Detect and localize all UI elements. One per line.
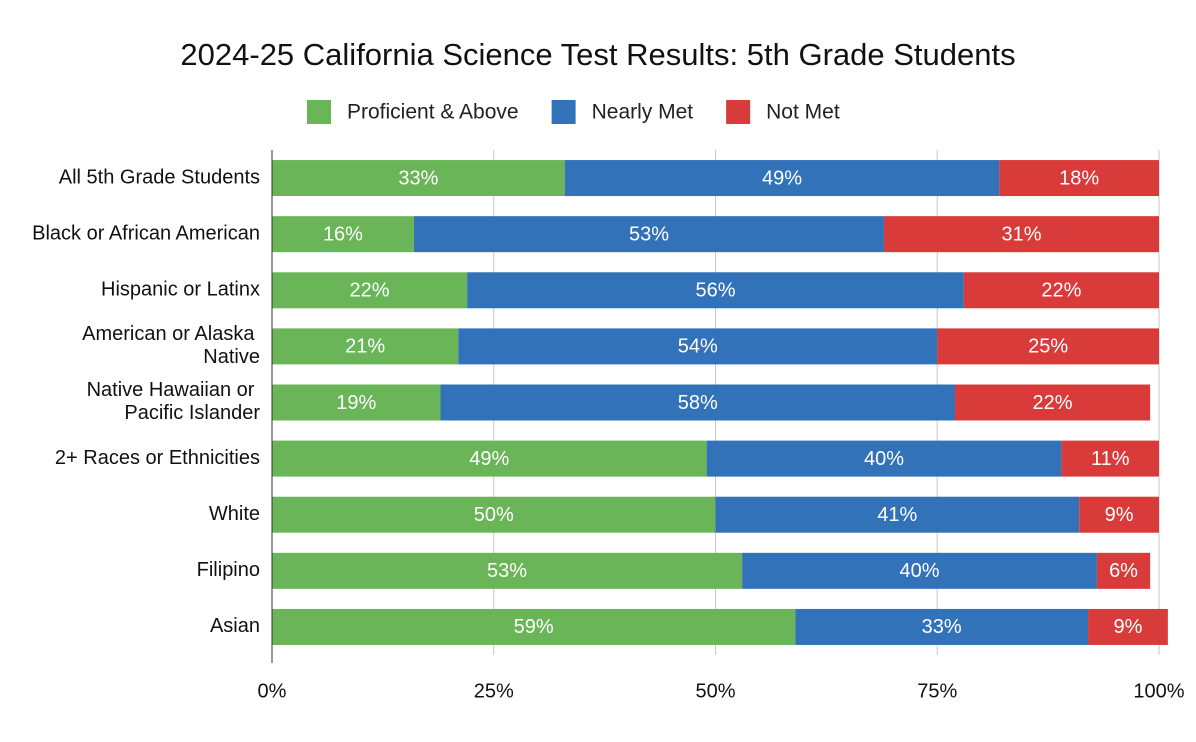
data-label: 50% [474,504,514,526]
legend-swatch [551,100,576,124]
bar-segment [1061,440,1159,477]
data-label: 58% [678,392,718,414]
data-label: 41% [877,504,917,526]
x-tick-label: 75% [917,680,957,702]
data-label: 19% [336,392,376,414]
legend-swatch [307,100,331,124]
y-tick-label-line: Pacific Islander [124,402,260,424]
bar-segment [440,384,955,421]
data-label: 56% [695,280,735,302]
bar-segment [963,272,1159,309]
bar-segment [1079,496,1159,533]
legend-label: Not Met [766,101,840,124]
data-label: 22% [350,280,390,302]
data-label: 9% [1114,616,1143,638]
data-label: 53% [629,223,669,245]
legend-swatch [726,100,751,124]
bar-segment [999,160,1159,197]
x-tick-label: 50% [695,680,735,702]
x-tick-label: 100% [1133,680,1184,702]
legend-label: Proficient & Above [347,101,519,124]
data-label: 11% [1091,448,1130,470]
y-tick-label: Filipino [197,559,260,581]
bar-segment [272,216,414,253]
data-label: 18% [1059,167,1099,189]
data-label: 33% [398,167,438,189]
y-tick-label: 2+ Races or Ethnicities [55,447,260,469]
bar-segment [954,384,1151,421]
data-label: 53% [487,560,527,582]
y-tick-label: White [209,503,260,525]
y-tick-label: Asian [210,615,260,637]
chart-title: 2024-25 California Science Test Results:… [180,37,1015,72]
data-label: 6% [1109,560,1138,582]
y-tick-label-line: Native Hawaiian or [87,379,260,401]
bar-segment [715,496,1080,533]
data-label: 25% [1028,336,1068,358]
bar-segment [272,496,716,533]
x-tick-label: 0% [258,680,287,702]
bar-segment [272,272,468,309]
y-tick-label: All 5th Grade Students [59,166,260,188]
data-label: 9% [1105,504,1134,526]
y-tick-label: Black or African American [32,222,260,244]
bar-segment [413,216,885,253]
bar-segment [272,328,459,365]
data-label: 59% [514,616,554,638]
data-label: 33% [922,616,962,638]
data-label: 49% [762,167,802,189]
bar-segment [272,552,743,589]
data-label: 40% [899,560,939,582]
y-tick-label: Hispanic or Latinx [101,279,260,301]
y-tick-label: Native Hawaiian or Pacific Islander [87,379,261,424]
bar-segment [742,552,1097,589]
bar-segment [564,160,1000,197]
data-label: 22% [1033,392,1073,414]
data-label: 54% [678,336,718,358]
y-tick-label-line: Native [203,346,260,368]
bar-segment [937,328,1159,365]
bar-segment [884,216,1159,253]
data-label: 22% [1041,280,1081,302]
legend-label: Nearly Met [592,101,694,124]
data-label: 40% [864,448,904,470]
data-label: 49% [469,448,509,470]
y-tick-label-line: American or Alaska [82,323,260,345]
bar-segment [272,160,565,197]
x-tick-label: 25% [474,680,514,702]
bar-segment [272,608,796,645]
bar-segment [795,608,1089,645]
bar-segment [272,384,441,421]
bar-segment [467,272,964,309]
bar-segment [272,440,707,477]
bar-segment [458,328,938,365]
data-label: 31% [1001,223,1041,245]
y-tick-label: American or Alaska Native [82,323,260,368]
bar-segment [706,440,1062,477]
data-label: 21% [345,336,385,358]
data-label: 16% [323,223,363,245]
bar-segment [1096,552,1151,589]
bar-segment [1088,608,1168,645]
